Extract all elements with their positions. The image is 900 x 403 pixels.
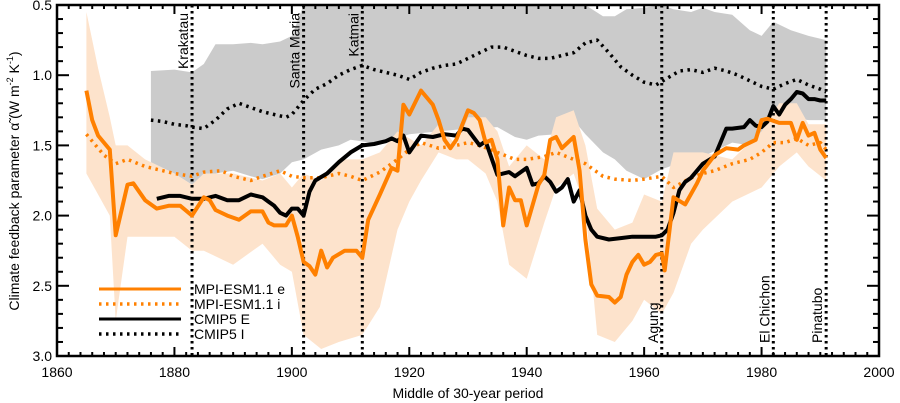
x-tick-label: 1900 — [276, 364, 307, 380]
legend-label-cmip5-i: CMIP5 I — [194, 326, 245, 342]
axis-ticks: 1860 1880 1900 1920 1940 1960 1980 2000 0.5 1.0 1.… — [33, 0, 895, 380]
y-axis-label-main: Climate feedback parameter — [6, 131, 22, 311]
volcano-label-krakatau: Krakatau — [175, 13, 191, 69]
y-tick-label: 1.0 — [33, 67, 53, 83]
y-tick-label: 2.0 — [33, 208, 53, 224]
y-axis-label-units-mid: K — [6, 63, 22, 77]
y-axis-label: Climate feedback parameter α̃ (W m-2 K-1… — [5, 51, 22, 310]
x-tick-label: 1860 — [41, 364, 72, 380]
cmip5-e-line — [156, 90, 827, 242]
y-axis-label-units-open: (W m — [6, 85, 22, 122]
y-axis-label-sup1: -2 — [5, 77, 15, 85]
legend-label-mpi-esm1-1-i: MPI-ESM1.1 i — [194, 296, 280, 312]
y-tick-label: 2.5 — [33, 278, 53, 294]
cmip5-e-i-range-band — [150, 5, 827, 185]
y-axis-label-units-close: ) — [6, 51, 22, 56]
volcano-label-el-chichon: El Chichon — [756, 275, 772, 343]
volcano-markers: Krakatau Santa Maria Katmai Agung El Chichon… — [175, 5, 828, 356]
x-axis-label: Middle of 30-year period — [393, 385, 544, 401]
x-tick-label: 1920 — [394, 364, 425, 380]
volcano-label-santa-maria: Santa Maria — [287, 13, 303, 89]
mpi-esm1-1-e-range-band — [86, 12, 827, 349]
mpi-esm1-1-e-line — [84, 88, 828, 305]
x-tick-label: 1960 — [629, 364, 660, 380]
x-tick-label: 1980 — [746, 364, 777, 380]
y-tick-label: 1.5 — [33, 137, 53, 153]
x-tick-label: 2000 — [863, 364, 894, 380]
legend-label-mpi-esm1-1-e: MPI-ESM1.1 e — [194, 281, 285, 297]
x-tick-label: 1880 — [159, 364, 190, 380]
volcano-label-agung: Agung — [645, 303, 661, 343]
series-lines — [84, 38, 828, 305]
legend-label-cmip5-e: CMIP5 E — [194, 311, 250, 327]
y-axis-label-sup2: -1 — [5, 56, 15, 64]
volcano-label-pinatubo: Pinatubo — [809, 288, 825, 343]
y-tick-label: 0.5 — [33, 0, 53, 13]
x-tick-label: 1940 — [511, 364, 542, 380]
y-tick-label: 3.0 — [33, 348, 53, 364]
uncertainty-bands — [86, 5, 827, 349]
volcano-label-katmai: Katmai — [345, 13, 361, 57]
cmip5-i-line — [150, 38, 827, 131]
